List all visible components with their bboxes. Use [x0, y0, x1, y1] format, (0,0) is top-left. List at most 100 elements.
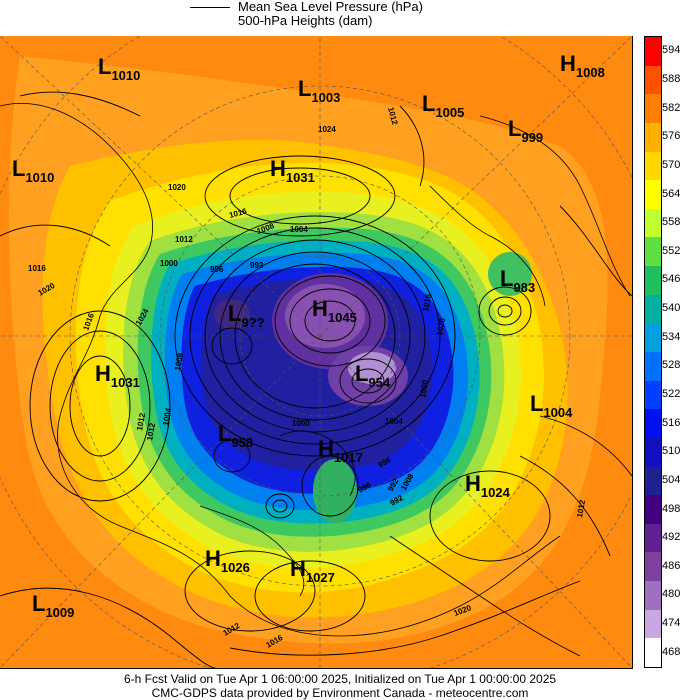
system-type: L	[32, 591, 45, 616]
isobar-value-label: 1020	[435, 317, 447, 337]
weather-map: 1012 1024 1020 1016 1012 1008 1004 1000 996 992 10…	[0, 36, 633, 669]
mslp-legend-line	[190, 7, 230, 8]
colorbar-cell	[645, 37, 661, 66]
colorbar-cell	[645, 94, 661, 123]
low-pressure-label: L1009	[32, 591, 74, 620]
system-pressure: 983	[513, 280, 535, 295]
system-type: L	[98, 54, 111, 79]
low-pressure-label: L1003	[298, 76, 340, 105]
colorbar-cell	[645, 581, 661, 610]
low-pressure-label: L954	[355, 361, 391, 390]
system-type: L	[228, 301, 241, 326]
low-pressure-label: L9??	[228, 301, 265, 330]
colorbar-cell	[645, 352, 661, 381]
height-field-498	[214, 299, 250, 329]
system-type: L	[422, 91, 435, 116]
colorbar-label: 540	[662, 302, 680, 315]
colorbar-label: 528	[662, 359, 680, 372]
system-pressure: 1005	[435, 105, 464, 120]
colorbar-cell	[645, 437, 661, 467]
colorbar-cell	[645, 294, 661, 324]
low-pressure-label: L1005	[422, 91, 464, 120]
colorbar-label: 570	[662, 158, 680, 171]
colorbar-cell	[645, 122, 661, 152]
system-pressure: 1017	[334, 450, 363, 465]
isobar-value-label: 1012	[575, 499, 587, 519]
system-type: H	[95, 361, 111, 386]
isobar-value-label: 1004	[290, 225, 308, 234]
colorbar-label: 558	[662, 216, 680, 229]
system-type: H	[560, 51, 576, 76]
system-pressure: 1024	[481, 485, 511, 500]
colorbar-cell	[645, 409, 661, 438]
isobar-value-label: 1000	[292, 419, 310, 428]
high-pressure-label: H1045	[312, 296, 357, 325]
height-field-558-b	[313, 459, 357, 523]
forecast-valid-text: 6-h Fcst Valid on Tue Apr 1 06:00:00 202…	[123, 672, 557, 686]
map-footer: 6-h Fcst Valid on Tue Apr 1 06:00:00 202…	[0, 672, 680, 700]
system-pressure: 1010	[111, 68, 140, 83]
isobar-value-label: 1012	[145, 422, 157, 442]
low-pressure-label: L958	[218, 421, 253, 450]
system-type: H	[290, 556, 306, 581]
coastlines	[0, 103, 631, 657]
low-pressure-label: L1010	[12, 156, 54, 185]
isobar-value-label: 1012	[135, 412, 147, 432]
system-pressure: 1031	[111, 375, 140, 390]
isobar-value-label: 1024	[318, 125, 336, 134]
high-pressure-label: H1017	[318, 436, 363, 465]
system-type: H	[205, 546, 221, 571]
colorbar-label: 516	[662, 416, 680, 429]
map-legend: Mean Sea Level Pressure (hPa) 500-hPa He…	[190, 0, 530, 36]
system-pressure: 1003	[311, 90, 340, 105]
colorbar-cell	[645, 495, 661, 524]
system-pressure: 1010	[25, 170, 54, 185]
heights-legend-label: 500-hPa Heights (dam)	[238, 13, 373, 28]
colorbar-cell	[645, 237, 661, 267]
isobar-value-label: 996	[210, 265, 224, 274]
system-pressure: 1009	[45, 605, 74, 620]
colorbar-label: 486	[662, 559, 680, 572]
colorbar-label: 576	[662, 130, 680, 143]
isobar-value-label: 1012	[175, 235, 193, 244]
system-pressure: 9??	[241, 315, 264, 330]
colorbar-cell	[645, 180, 661, 209]
system-pressure: 1004	[543, 405, 573, 420]
system-type: L	[298, 76, 311, 101]
low-pressure-label: L983	[500, 266, 535, 295]
high-pressure-label: H1027	[290, 556, 335, 585]
system-type: L	[530, 391, 543, 416]
colorbar-cell	[645, 266, 661, 295]
data-credit-text: CMC-GDPS data provided by Environment Ca…	[151, 686, 529, 700]
system-pressure: 1026	[221, 560, 250, 575]
colorbar-cell	[645, 552, 661, 582]
system-pressure: 958	[231, 435, 253, 450]
colorbar-label: 564	[662, 187, 680, 200]
colorbar-label: 594	[662, 44, 680, 57]
system-type: L	[500, 266, 513, 291]
low-pressure-label: L1010	[98, 54, 140, 83]
colorbar-label: 552	[662, 244, 680, 257]
high-pressure-label: H1031	[270, 156, 315, 185]
high-pressure-label: H1026	[205, 546, 250, 575]
colorbar-cell	[645, 65, 661, 95]
isobar-value-label: 1004	[385, 417, 403, 426]
mslp-legend-label: Mean Sea Level Pressure (hPa)	[238, 0, 423, 14]
colorbar-label: 504	[662, 473, 680, 486]
high-pressure-label: H1024	[465, 471, 511, 500]
colorbar-label: 522	[662, 387, 680, 400]
colorbar-label: 474	[662, 617, 680, 630]
colorbar-cell	[645, 208, 661, 238]
colorbar-label: 468	[662, 645, 680, 658]
isobar-value-label: 1000	[418, 379, 430, 399]
low-pressure-label: L999	[508, 116, 543, 145]
colorbar-label: 492	[662, 531, 680, 544]
isobar-value-label: 1004	[161, 407, 173, 427]
system-type: L	[355, 361, 368, 386]
isobar-value-label: 1016	[28, 264, 46, 273]
isobar-value-label: 1020	[168, 183, 186, 192]
system-pressure: 999	[521, 130, 543, 145]
colorbar-label: 534	[662, 330, 680, 343]
system-type: H	[318, 436, 334, 461]
